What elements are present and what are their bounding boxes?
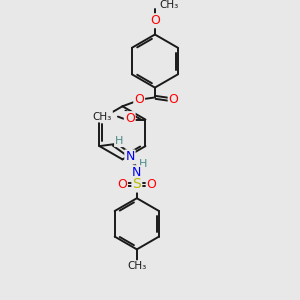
Text: H: H xyxy=(139,159,147,169)
Text: N: N xyxy=(125,150,135,164)
Text: O: O xyxy=(150,14,160,27)
Text: CH₃: CH₃ xyxy=(127,261,146,271)
Text: CH₃: CH₃ xyxy=(93,112,112,122)
Text: O: O xyxy=(134,93,144,106)
Text: O: O xyxy=(125,112,135,125)
Text: S: S xyxy=(133,178,141,191)
Text: O: O xyxy=(147,178,157,191)
Text: O: O xyxy=(169,93,178,106)
Text: N: N xyxy=(132,166,142,179)
Text: H: H xyxy=(115,136,123,146)
Text: O: O xyxy=(117,178,127,191)
Text: CH₃: CH₃ xyxy=(160,0,179,10)
